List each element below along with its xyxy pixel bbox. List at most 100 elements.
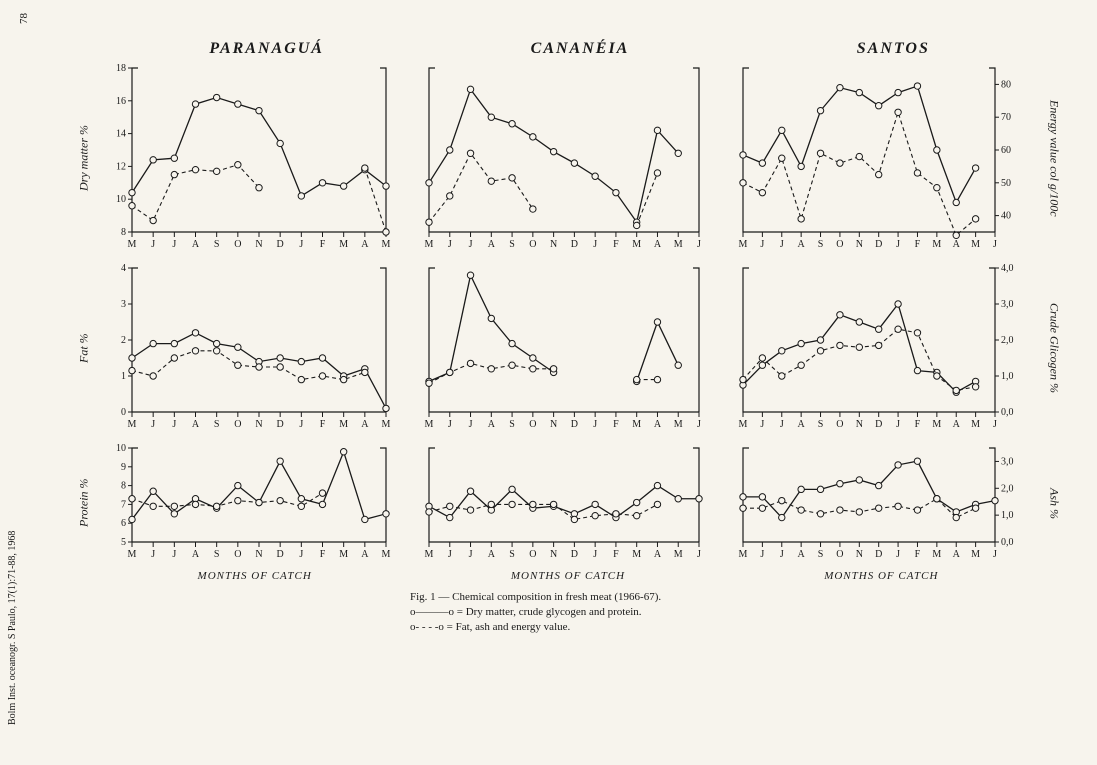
- svg-text:M: M: [738, 239, 747, 250]
- svg-text:F: F: [914, 549, 920, 560]
- svg-text:8: 8: [121, 227, 126, 238]
- svg-text:S: S: [214, 549, 220, 560]
- svg-text:J: J: [760, 419, 764, 430]
- svg-text:N: N: [855, 419, 862, 430]
- svg-text:0,0: 0,0: [1001, 407, 1014, 418]
- svg-text:N: N: [550, 549, 557, 560]
- svg-text:M: M: [128, 419, 137, 430]
- svg-text:S: S: [510, 419, 516, 430]
- svg-text:70: 70: [1001, 112, 1011, 123]
- svg-text:J: J: [172, 549, 176, 560]
- svg-text:S: S: [817, 419, 823, 430]
- svg-text:A: A: [952, 419, 960, 430]
- svg-text:M: M: [382, 239, 391, 250]
- svg-text:J: J: [448, 419, 452, 430]
- svg-text:A: A: [654, 419, 662, 430]
- svg-text:O: O: [234, 239, 241, 250]
- y-axis-label-right-row2: Ash %: [1038, 438, 1070, 568]
- svg-text:A: A: [361, 419, 369, 430]
- svg-text:J: J: [779, 239, 783, 250]
- chart-panel-r2-c0: 5678910MJJASONDJFMAM: [98, 438, 411, 568]
- col-title-0: PARANAGUÁ: [110, 40, 423, 58]
- svg-text:4: 4: [121, 263, 126, 274]
- y-axis-label-left-row1: Fat %: [70, 258, 98, 438]
- chart-panel-r1-c1: MJJASONDJFMAMJ: [411, 258, 724, 438]
- svg-text:D: D: [277, 549, 284, 560]
- svg-text:F: F: [320, 549, 326, 560]
- svg-text:O: O: [530, 419, 537, 430]
- svg-text:50: 50: [1001, 178, 1011, 189]
- svg-text:M: M: [633, 549, 642, 560]
- svg-text:O: O: [836, 419, 843, 430]
- svg-text:S: S: [214, 419, 220, 430]
- x-axis-label-c2: MONTHS OF CATCH: [725, 570, 1038, 582]
- side-citation: Bolm Inst. oceanogr. S Paulo, 17(1):71-8…: [7, 531, 18, 725]
- svg-text:J: J: [299, 239, 303, 250]
- chart-panel-r1-c2: 0,01,02,03,04,0MJJASONDJFMAMJ: [725, 258, 1038, 438]
- svg-text:D: D: [571, 549, 578, 560]
- svg-text:1: 1: [121, 371, 126, 382]
- svg-text:N: N: [855, 239, 862, 250]
- svg-text:2: 2: [121, 335, 126, 346]
- svg-text:J: J: [151, 419, 155, 430]
- svg-text:O: O: [836, 549, 843, 560]
- svg-text:J: J: [172, 419, 176, 430]
- svg-text:D: D: [571, 419, 578, 430]
- svg-text:J: J: [299, 419, 303, 430]
- svg-text:A: A: [192, 239, 200, 250]
- svg-text:M: M: [738, 549, 747, 560]
- y-axis-label-left-row2: Protein %: [70, 438, 98, 568]
- svg-text:J: J: [594, 419, 598, 430]
- svg-text:J: J: [697, 549, 701, 560]
- svg-text:D: D: [277, 419, 284, 430]
- svg-text:N: N: [255, 419, 262, 430]
- svg-text:M: M: [674, 419, 683, 430]
- svg-text:16: 16: [116, 96, 126, 107]
- svg-text:6: 6: [121, 518, 126, 529]
- svg-text:F: F: [914, 419, 920, 430]
- svg-text:A: A: [797, 239, 805, 250]
- svg-text:A: A: [952, 239, 960, 250]
- svg-text:J: J: [779, 419, 783, 430]
- caption-line-2: o———o = Dry matter, crude glycogen and p…: [410, 605, 1070, 620]
- figure-caption: Fig. 1 — Chemical composition in fresh m…: [410, 590, 1070, 635]
- svg-text:M: M: [971, 419, 980, 430]
- svg-text:F: F: [613, 549, 619, 560]
- svg-text:M: M: [932, 239, 941, 250]
- svg-text:M: M: [932, 419, 941, 430]
- svg-text:M: M: [633, 239, 642, 250]
- svg-text:A: A: [192, 419, 200, 430]
- y-axis-label-right-row1: Crude Glicogen %: [1038, 258, 1070, 438]
- chart-panel-r1-c0: 01234MJJASONDJFMAM: [98, 258, 411, 438]
- svg-text:N: N: [255, 239, 262, 250]
- svg-text:A: A: [654, 239, 662, 250]
- svg-text:A: A: [488, 239, 496, 250]
- svg-text:M: M: [932, 549, 941, 560]
- svg-text:M: M: [128, 549, 137, 560]
- svg-text:12: 12: [116, 161, 126, 172]
- svg-text:3,0: 3,0: [1001, 456, 1014, 467]
- svg-text:J: J: [151, 239, 155, 250]
- svg-text:O: O: [530, 549, 537, 560]
- svg-text:J: J: [896, 549, 900, 560]
- svg-text:D: D: [571, 239, 578, 250]
- svg-text:S: S: [510, 239, 516, 250]
- svg-text:40: 40: [1001, 211, 1011, 222]
- svg-text:A: A: [797, 549, 805, 560]
- svg-text:F: F: [320, 419, 326, 430]
- svg-text:O: O: [530, 239, 537, 250]
- svg-text:F: F: [613, 419, 619, 430]
- svg-text:A: A: [488, 549, 496, 560]
- svg-text:J: J: [469, 549, 473, 560]
- svg-text:7: 7: [121, 499, 126, 510]
- svg-text:M: M: [738, 419, 747, 430]
- svg-text:2,0: 2,0: [1001, 483, 1014, 494]
- svg-text:J: J: [448, 549, 452, 560]
- svg-text:M: M: [425, 419, 434, 430]
- figure-1: PARANAGUÁ CANANÉIA SANTOS Dry matter %Fa…: [70, 40, 1070, 635]
- x-axis-label-c0: MONTHS OF CATCH: [98, 570, 411, 582]
- svg-text:D: D: [875, 549, 882, 560]
- svg-text:0,0: 0,0: [1001, 537, 1014, 548]
- svg-text:60: 60: [1001, 145, 1011, 156]
- svg-text:O: O: [836, 239, 843, 250]
